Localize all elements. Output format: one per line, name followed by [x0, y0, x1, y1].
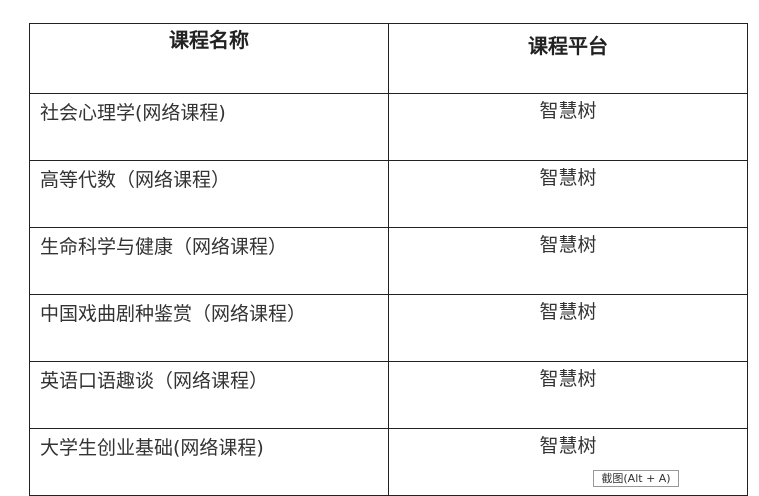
table-row: 生命科学与健康（网络课程） 智慧树 — [29, 227, 748, 295]
header-course-name: 课程名称 — [29, 23, 389, 94]
table-row: 中国戏曲剧种鉴赏（网络课程） 智慧树 — [29, 294, 748, 362]
course-name: 大学生创业基础(网络课程) — [29, 428, 389, 496]
course-name: 社会心理学(网络课程) — [29, 93, 389, 161]
course-platform: 智慧树 — [388, 294, 748, 362]
course-name: 英语口语趣谈（网络课程） — [29, 361, 389, 429]
header-row: 课程名称 课程平台 — [29, 23, 748, 94]
course-platform: 智慧树 — [388, 160, 748, 228]
table-row: 高等代数（网络课程） 智慧树 — [29, 160, 748, 228]
course-platform: 智慧树 — [388, 361, 748, 429]
screenshot-tooltip: 截图(Alt + A) — [593, 470, 679, 487]
course-platform: 智慧树 — [388, 93, 748, 161]
course-name: 生命科学与健康（网络课程） — [29, 227, 389, 295]
header-platform: 课程平台 — [388, 23, 748, 94]
course-platform: 智慧树 — [388, 227, 748, 295]
course-name: 中国戏曲剧种鉴赏（网络课程） — [29, 294, 389, 362]
course-table: 课程名称 课程平台 社会心理学(网络课程) 智慧树 高等代数（网络课程） 智慧树 生… — [29, 23, 748, 496]
table-row: 英语口语趣谈（网络课程） 智慧树 — [29, 361, 748, 429]
course-name: 高等代数（网络课程） — [29, 160, 389, 228]
course-platform: 智慧树 — [388, 428, 748, 496]
table-row: 社会心理学(网络课程) 智慧树 — [29, 93, 748, 161]
